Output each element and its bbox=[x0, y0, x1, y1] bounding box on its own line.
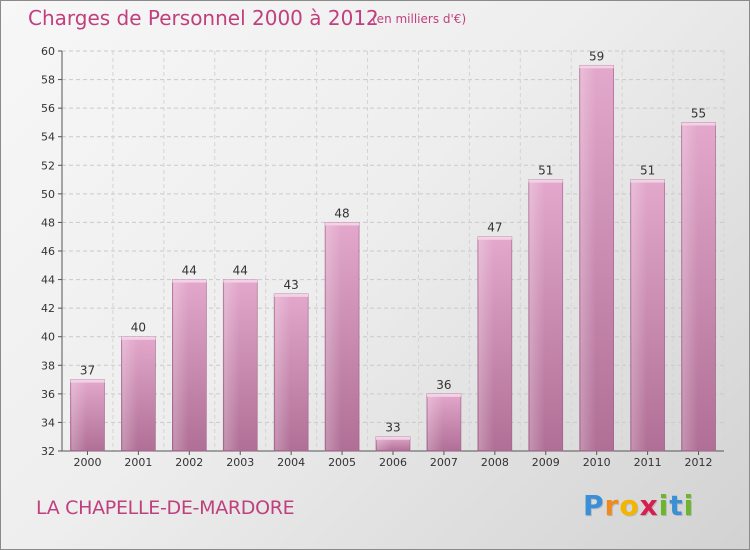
y-tick-label: 52 bbox=[41, 159, 55, 172]
bar-top bbox=[325, 222, 360, 226]
y-tick-label: 44 bbox=[41, 274, 55, 287]
y-tick-label: 36 bbox=[41, 388, 55, 401]
bar-top bbox=[121, 336, 156, 340]
x-tick-label: 2002 bbox=[175, 456, 203, 469]
bar-top bbox=[681, 122, 716, 126]
y-tick-label: 38 bbox=[41, 359, 55, 372]
y-tick-label: 42 bbox=[41, 302, 55, 315]
chart-title: Charges de Personnel 2000 à 2012 bbox=[28, 6, 379, 30]
y-tick-label: 32 bbox=[41, 445, 55, 458]
y-tick-label: 56 bbox=[41, 102, 55, 115]
bar-highlight bbox=[631, 180, 647, 451]
x-tick-label: 2000 bbox=[73, 456, 101, 469]
y-tick-label: 34 bbox=[41, 416, 55, 429]
x-tick-label: 2004 bbox=[277, 456, 305, 469]
bar-highlight bbox=[71, 380, 87, 450]
logo-letter: t bbox=[669, 489, 684, 522]
value-label: 36 bbox=[436, 378, 451, 392]
y-tick-label: 58 bbox=[41, 74, 55, 87]
bar-top bbox=[376, 436, 410, 440]
x-tick-label: 2005 bbox=[328, 456, 356, 469]
bar-top bbox=[528, 179, 563, 183]
x-tick-label: 2010 bbox=[583, 456, 611, 469]
x-tick-label: 2006 bbox=[379, 456, 407, 469]
y-tick-label: 54 bbox=[41, 131, 55, 144]
y-tick-label: 40 bbox=[41, 331, 55, 344]
grid-layer bbox=[61, 50, 725, 452]
bar-top bbox=[426, 393, 461, 397]
bar-top bbox=[172, 279, 207, 283]
bar-highlight bbox=[173, 280, 189, 450]
bar-highlight bbox=[478, 237, 495, 450]
value-label: 51 bbox=[640, 164, 655, 178]
bar-highlight bbox=[326, 223, 342, 450]
bar-highlight bbox=[529, 180, 546, 451]
bar-highlight bbox=[580, 66, 596, 451]
bar-highlight bbox=[224, 280, 240, 450]
value-label: 48 bbox=[334, 206, 349, 220]
x-tick-label: 2007 bbox=[430, 456, 458, 469]
logo-letter: i bbox=[683, 489, 695, 522]
bar-top bbox=[477, 236, 512, 240]
x-tick-label: 2012 bbox=[685, 456, 713, 469]
bar-highlight bbox=[377, 437, 393, 450]
value-label: 55 bbox=[691, 106, 706, 120]
y-tick-label: 48 bbox=[41, 216, 55, 229]
value-label: 51 bbox=[538, 164, 553, 178]
value-label: 44 bbox=[182, 264, 197, 278]
x-tick-label: 2001 bbox=[124, 456, 152, 469]
bar-top bbox=[70, 379, 105, 383]
logo-letter: o bbox=[619, 489, 640, 522]
logo-letter: x bbox=[639, 489, 659, 522]
bar-highlight bbox=[427, 394, 444, 450]
value-label: 40 bbox=[131, 321, 146, 335]
bar-layer bbox=[70, 64, 716, 452]
x-tick-label: 2009 bbox=[532, 456, 560, 469]
value-label: 37 bbox=[80, 364, 95, 378]
value-label: 43 bbox=[284, 278, 299, 292]
bar-highlight bbox=[682, 123, 698, 450]
place-name: LA CHAPELLE-DE-MARDORE bbox=[36, 497, 295, 519]
value-label: 47 bbox=[487, 221, 502, 235]
label-layer: 37 2000 40 2001 44 2002 44 2003 43 2004 48 2005 33 20… bbox=[73, 49, 712, 469]
logo-letter: P bbox=[583, 489, 605, 522]
x-tick-label: 2008 bbox=[481, 456, 509, 469]
bar-highlight bbox=[275, 294, 291, 450]
bar-top bbox=[630, 179, 665, 183]
x-tick-label: 2011 bbox=[634, 456, 662, 469]
value-label: 44 bbox=[233, 264, 248, 278]
y-tick-label: 50 bbox=[41, 188, 55, 201]
bar-top bbox=[223, 279, 258, 283]
bar-top bbox=[579, 65, 614, 69]
value-label: 33 bbox=[385, 421, 400, 435]
logo-letter: i bbox=[658, 489, 670, 522]
proxiti-logo[interactable]: Proxiti bbox=[583, 489, 694, 522]
x-tick-label: 2003 bbox=[226, 456, 254, 469]
chart-subtitle: (en milliers d'€) bbox=[372, 12, 467, 26]
logo-letter: r bbox=[604, 489, 620, 522]
value-label: 59 bbox=[589, 49, 604, 63]
bar-highlight bbox=[122, 337, 138, 450]
y-tick-label: 46 bbox=[41, 245, 55, 258]
y-tick-label: 60 bbox=[41, 45, 55, 58]
bar-top bbox=[274, 293, 309, 297]
